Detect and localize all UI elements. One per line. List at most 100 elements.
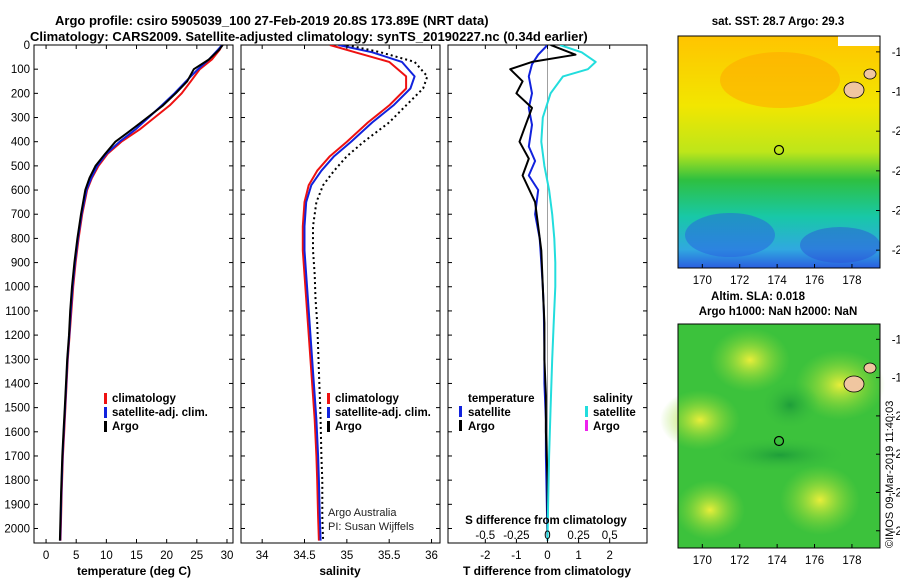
secondary-tick-label: -0.5 bbox=[475, 530, 495, 542]
lon-tick-label: 174 bbox=[768, 275, 788, 287]
sla-map-axes: -16 -18 -20 -22 -24 -26 170 172 174 176 178 bbox=[693, 334, 900, 567]
argo-position-marker bbox=[773, 144, 785, 156]
legend-temp-satellite-label: satellite bbox=[468, 407, 511, 419]
legend-temp-satellite-swatch bbox=[459, 406, 462, 417]
salinity-panel bbox=[301, 45, 429, 541]
x-tick-label: 25 bbox=[190, 550, 203, 562]
depth-tick-label: 200 bbox=[11, 88, 30, 100]
lat-tick-label: -16 bbox=[892, 47, 900, 59]
series-line-argo bbox=[58, 45, 224, 541]
depth-tick-label: 0 bbox=[24, 40, 30, 52]
sla-map-frame bbox=[677, 323, 881, 549]
x-tick-label: 1 bbox=[575, 550, 581, 562]
depth-axis: 0 100 200 300 400 500 600 700 800 900 1000 1100 1200… bbox=[4, 40, 647, 535]
argo-position-marker bbox=[773, 435, 785, 447]
island-outline bbox=[863, 362, 877, 374]
sla-map-title-1: Altim. SLA: 0.018 bbox=[711, 291, 806, 303]
legend-sal-argo-label: Argo bbox=[593, 421, 620, 433]
depth-tick-label: 1700 bbox=[4, 451, 30, 463]
depth-tick-label: 400 bbox=[11, 137, 30, 149]
depth-tick-label: 1400 bbox=[4, 378, 30, 390]
lat-tick-label: -20 bbox=[892, 411, 900, 423]
island-outline bbox=[863, 68, 877, 80]
series-line-satellite-adj-clim- bbox=[303, 45, 416, 541]
sla-high-patch bbox=[780, 465, 860, 535]
island-outline bbox=[843, 81, 865, 99]
sst-map bbox=[677, 35, 881, 269]
salinity-legend: climatology satellite-adj. clim. Argo bbox=[327, 393, 431, 433]
x-tick-labels: 0 5 10 15 20 25 30 34 34.5 35 35.5 36 -2 -1 0 1 2 -0.5 -0.… bbox=[43, 45, 618, 562]
x-tick-label: -1 bbox=[511, 550, 521, 562]
legend-argo-swatch bbox=[104, 421, 107, 432]
lat-tick-label: -22 bbox=[892, 449, 900, 461]
difference-axis-label: T difference from climatology bbox=[463, 564, 631, 578]
legend-satellite-label: satellite-adj. clim. bbox=[335, 407, 431, 419]
depth-tick-label: 900 bbox=[11, 258, 30, 270]
x-tick-label: 0 bbox=[544, 550, 550, 562]
x-tick-label: 20 bbox=[160, 550, 173, 562]
sla-high-patch bbox=[710, 328, 790, 392]
lat-tick-label: -16 bbox=[892, 334, 900, 346]
lon-tick-label: 174 bbox=[768, 555, 788, 567]
sst-cool-patch bbox=[800, 227, 880, 263]
legend-sal-satellite-label: satellite bbox=[593, 407, 636, 419]
lat-tick-label: -26 bbox=[892, 526, 900, 538]
x-tick-label: 10 bbox=[100, 550, 113, 562]
x-tick-label: 35.5 bbox=[378, 550, 400, 562]
temperature-legend: climatology satellite-adj. clim. Argo bbox=[104, 393, 208, 433]
temperature-panel bbox=[58, 45, 224, 541]
series-line-temperature-argo bbox=[509, 45, 577, 541]
lat-tick-label: -22 bbox=[892, 166, 900, 178]
difference-panel bbox=[509, 45, 597, 543]
depth-tick-label: 600 bbox=[11, 185, 30, 197]
credit-line-2: PI: Susan Wijffels bbox=[328, 521, 414, 533]
credit-line-1: Argo Australia bbox=[328, 507, 397, 519]
sla-map-title-2: Argo h1000: NaN h2000: NaN bbox=[699, 306, 858, 318]
legend-satellite-label: satellite-adj. clim. bbox=[112, 407, 208, 419]
x-tick-label: 30 bbox=[221, 550, 234, 562]
x-tick-label: 15 bbox=[130, 550, 143, 562]
legend-climatology-swatch bbox=[327, 393, 330, 404]
depth-tick-label: 1000 bbox=[4, 282, 30, 294]
x-tick-label: 2 bbox=[606, 550, 612, 562]
lat-tick-label: -18 bbox=[892, 373, 900, 385]
sla-low-patch bbox=[710, 437, 850, 473]
depth-tick-label: 300 bbox=[11, 113, 30, 125]
series-line-climatology bbox=[59, 45, 223, 541]
sla-high-patch bbox=[660, 390, 740, 450]
lat-tick-label: -20 bbox=[892, 126, 900, 138]
figure-subtitle: Climatology: CARS2009. Satellite-adjuste… bbox=[30, 29, 588, 44]
secondary-tick-label: 0 bbox=[544, 530, 550, 542]
legend-argo-label: Argo bbox=[335, 421, 362, 433]
imos-timestamp: ©IMOS 09-Mar-2019 11:40:03 bbox=[884, 401, 896, 548]
depth-tick-label: 1800 bbox=[4, 475, 30, 487]
x-tick-label: 34.5 bbox=[293, 550, 315, 562]
series-line-temperature-satellite bbox=[527, 45, 549, 541]
temperature-axis-label: temperature (deg C) bbox=[77, 564, 191, 578]
difference-legend: temperature satellite Argo salinity sate… bbox=[459, 393, 636, 433]
temperature-panel-frame bbox=[33, 44, 234, 544]
lat-tick-label: -26 bbox=[892, 245, 900, 257]
lon-tick-label: 178 bbox=[842, 555, 861, 567]
legend-satellite-swatch bbox=[327, 407, 330, 418]
legend-climatology-swatch bbox=[104, 393, 107, 404]
secondary-tick-label: -0.25 bbox=[503, 530, 529, 542]
legend-climatology-label: climatology bbox=[112, 393, 177, 405]
legend-argo-swatch bbox=[327, 421, 330, 432]
legend-sal-satellite-swatch bbox=[585, 406, 588, 417]
depth-tick-label: 1200 bbox=[4, 330, 30, 342]
depth-tick-label: 1900 bbox=[4, 499, 30, 511]
sst-map-title: sat. SST: 28.7 Argo: 29.3 bbox=[712, 16, 845, 28]
sst-warm-patch bbox=[720, 52, 840, 108]
series-line-salinity-satellite bbox=[540, 45, 597, 541]
x-tick-label: 5 bbox=[73, 550, 79, 562]
series-line-climatology bbox=[301, 45, 408, 541]
lon-tick-label: 178 bbox=[842, 275, 861, 287]
lon-tick-label: 176 bbox=[805, 555, 824, 567]
sla-low-patch bbox=[760, 380, 820, 430]
lat-tick-label: -18 bbox=[892, 87, 900, 99]
series-line-satellite-adj-clim- bbox=[59, 45, 223, 541]
island-outline bbox=[843, 375, 865, 393]
legend-argo-label: Argo bbox=[112, 421, 139, 433]
